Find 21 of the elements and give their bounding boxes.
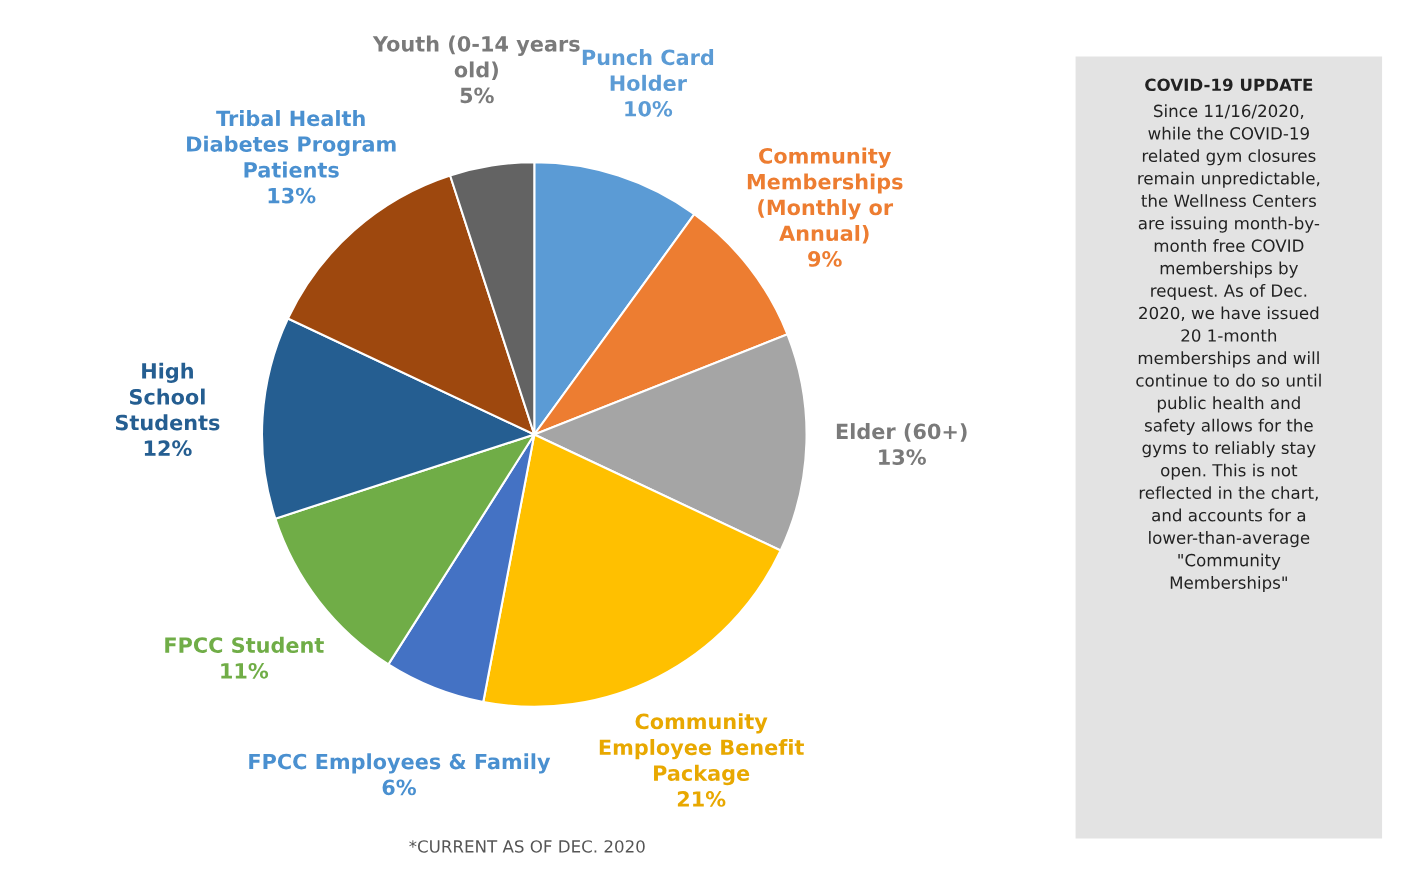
- data-label: 13%: [879, 449, 926, 465]
- data-label: 10%: [625, 100, 673, 117]
- data-label: 5%: [460, 87, 494, 104]
- slice-label: Community Employee Benefit Package: [599, 713, 804, 786]
- text: COVID-19 UPDATE: [1145, 78, 1313, 92]
- text: *CURRENT AS OF DEC. 2020: [409, 840, 645, 853]
- slice-label: Tribal Health Diabetes Program Patients: [187, 110, 396, 178]
- data-label: 6%: [382, 779, 416, 796]
- text: Since 11/16/2020, while the COVID-19 related gym closures remain unpredictable, the Wellness Centers are issuing month-by- month free COVID memberships by request. As of Dec. 2020, we have issued 20 1-month memberships and will continue to do so until public health and safety allows for the gyms to reliably stay open. This is not reflected in the chart, and accounts for a lower-than-average "Community Memberships": [1136, 104, 1321, 593]
- slice-label: Community Memberships (Monthly or Annual): [747, 147, 903, 244]
- slice-label: High School Students: [115, 362, 220, 431]
- data-label: 11%: [221, 662, 269, 679]
- slice-label: Youth (0-14 years old): [372, 35, 580, 81]
- slice-label: Elder (60+): [836, 423, 967, 442]
- slice-label: FPCC Employees & Family: [249, 753, 551, 774]
- data-label: 12%: [144, 440, 192, 457]
- data-label: 9%: [808, 251, 842, 267]
- data-label: 13%: [268, 187, 316, 204]
- slice-label: FPCC Student: [165, 636, 324, 653]
- data-label: 21%: [677, 791, 726, 807]
- slice-label: Punch Card Holder: [582, 49, 714, 91]
